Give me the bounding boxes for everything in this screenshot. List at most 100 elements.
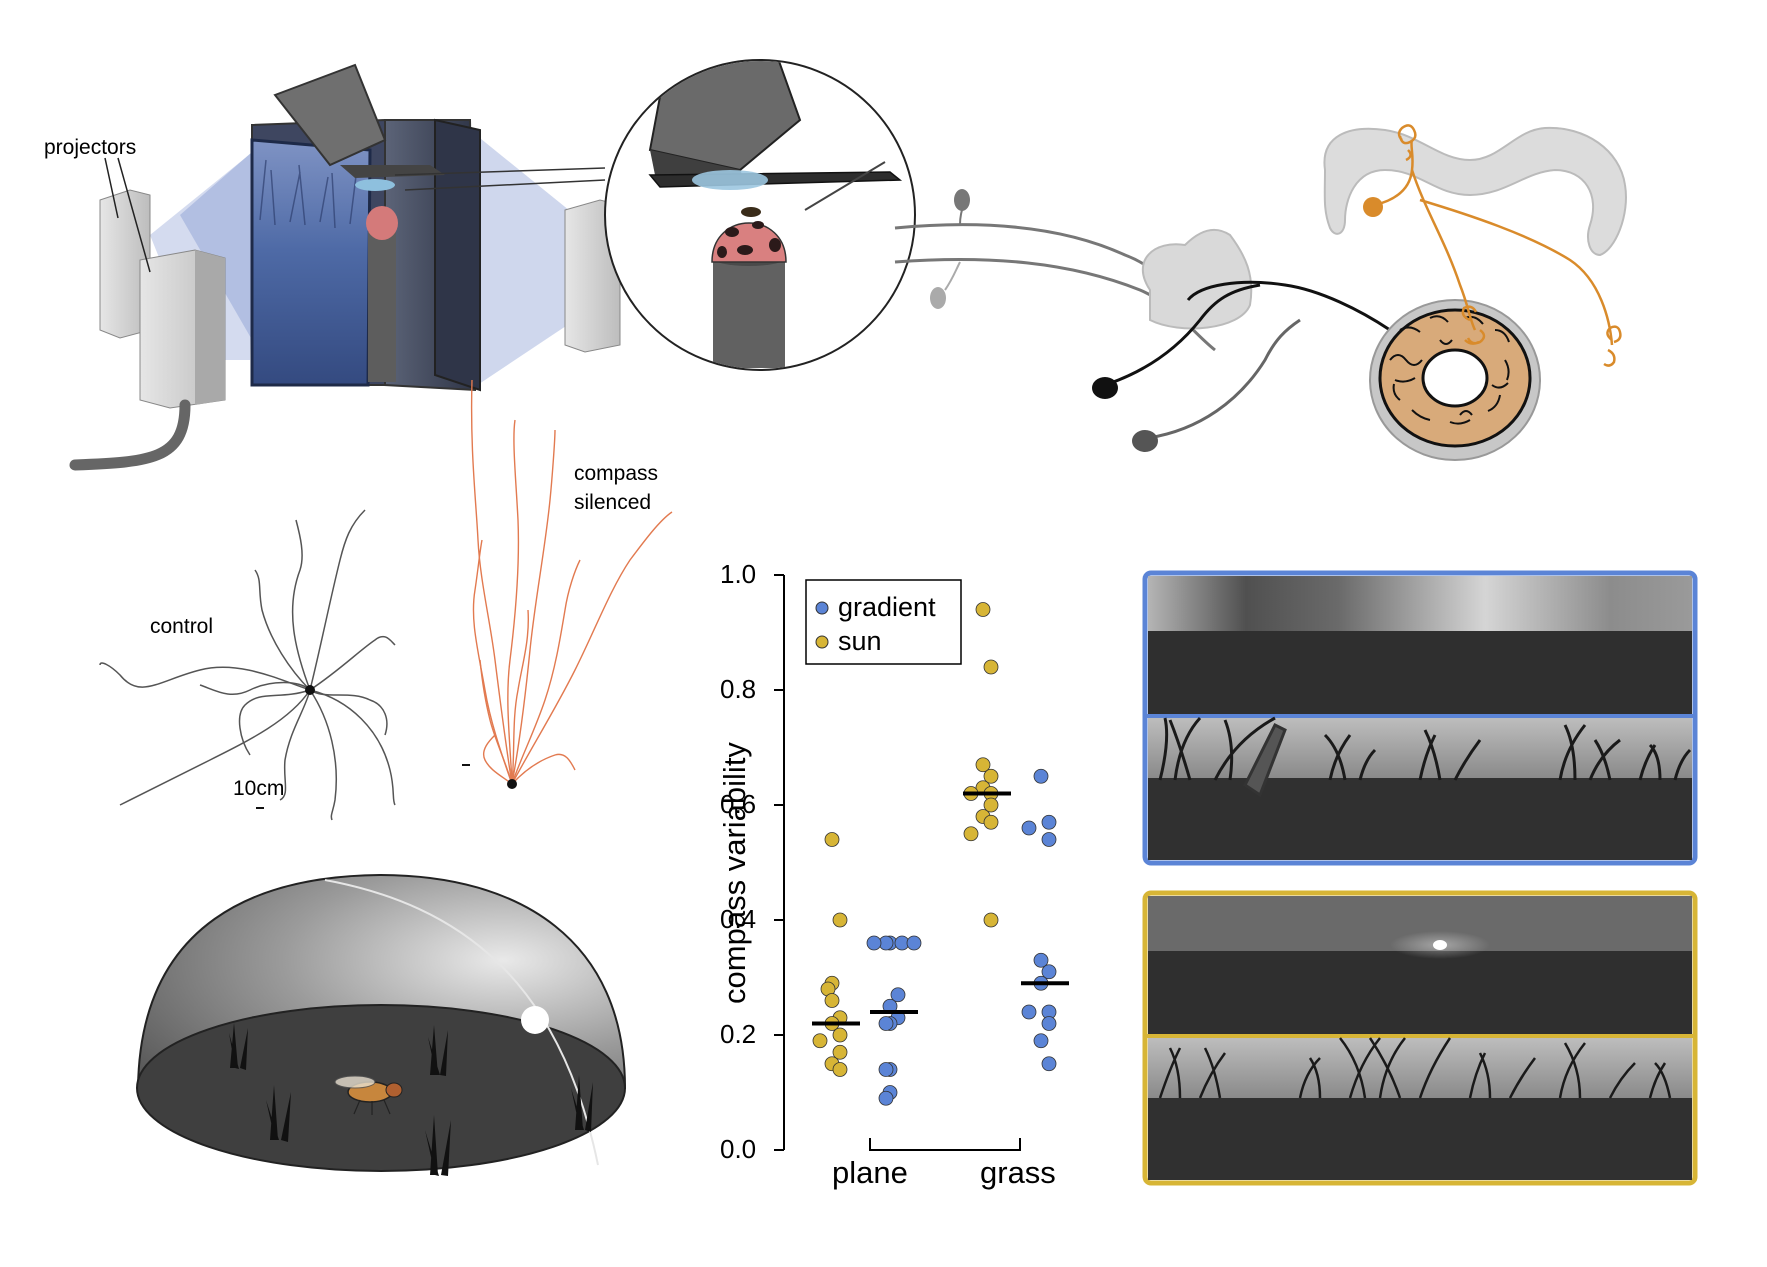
ball [366, 206, 398, 240]
legend-marker-sun [815, 635, 829, 649]
ball-pedestal [368, 232, 396, 382]
point-sun-plane-4 [824, 993, 840, 1008]
zoom-arm [804, 161, 886, 211]
right-light-cone [470, 130, 575, 390]
y-tick-label-0: 0.0 [720, 1134, 757, 1164]
point-sun-plane-7 [832, 1027, 848, 1043]
soma-grey-top [954, 189, 970, 211]
group-means [812, 791, 1069, 1026]
point-gradient-grass-0 [1033, 768, 1049, 784]
point-sun-grass-3 [983, 768, 999, 784]
grass-blades-1 [1158, 716, 1692, 798]
projectors-label: projectors [44, 136, 137, 159]
point-gradient-plane-4 [906, 935, 922, 951]
y-tick-label-5: 1.0 [720, 559, 757, 589]
zoom-line-bottom [404, 179, 606, 191]
camera-box [273, 63, 387, 167]
screen-grass-texture [259, 159, 357, 229]
y-tick-label-3: 0.6 [720, 789, 757, 819]
point-gradient-grass-9 [1041, 1016, 1057, 1031]
point-gradient-plane-5 [890, 987, 906, 1003]
legend-label-gradient: gradient [838, 592, 936, 622]
gradient-sky [1148, 576, 1692, 631]
ellipsoid-arborization [1389, 315, 1510, 425]
y-tick-label-1: 0.2 [720, 1019, 757, 1049]
point-sun-plane-0 [824, 832, 840, 847]
fan-shaped-body [1323, 126, 1627, 257]
sun-ground [1148, 951, 1692, 1034]
point-gradient-grass-11 [1041, 1056, 1057, 1072]
point-gradient-plane-3 [866, 935, 882, 951]
ellipsoid-body-hole [1421, 348, 1489, 408]
point-gradient-grass-4 [1033, 952, 1049, 968]
neurite-2 [944, 261, 961, 291]
trajectory-compass-silenced [470, 379, 673, 785]
silenced-origin-dot [507, 779, 517, 789]
point-sun-plane-1 [832, 912, 848, 928]
point-gradient-plane-13 [878, 1090, 894, 1106]
point-sun-grass-10 [963, 826, 979, 842]
point-sun-grass-1 [983, 659, 999, 675]
gradient-ground [1148, 631, 1692, 714]
data-points [812, 602, 1057, 1106]
point-sun-grass-2 [975, 757, 991, 773]
zoom-inset [394, 59, 916, 371]
arena-setup-illustration [69, 63, 621, 471]
dome-illustration [136, 873, 627, 1176]
compass-variability-chart [774, 574, 1069, 1151]
sun-panorama-panel [1142, 890, 1698, 1186]
point-sun-grass-11 [983, 912, 999, 928]
legend-label-sun: sun [838, 626, 882, 656]
point-sun-grass-9 [983, 814, 999, 830]
zoom-ball-spots [717, 221, 781, 258]
grass-sky-2 [1148, 1038, 1692, 1098]
point-gradient-grass-3 [1041, 832, 1057, 847]
point-gradient-grass-2 [1021, 820, 1037, 836]
point-sun-grass-0 [975, 602, 991, 617]
orange-neuron [1374, 124, 1622, 367]
zoom-camera-box [648, 61, 802, 172]
projector-front-side [195, 250, 225, 405]
dome-sun [521, 1006, 549, 1034]
point-gradient-grass-8 [1021, 1004, 1037, 1020]
x-category-grass: grass [980, 1155, 1056, 1190]
compass-silenced-label-line2: silenced [574, 491, 652, 514]
category-bracket [869, 1138, 1021, 1151]
grey-soma [1132, 430, 1158, 452]
y-axis-title: compass variability [717, 742, 752, 1004]
zoom-lens [692, 170, 768, 190]
grey-neuron-branch [1147, 318, 1301, 440]
x-category-plane: plane [832, 1155, 908, 1190]
point-sun-plane-9 [832, 1044, 848, 1060]
point-gradient-grass-1 [1041, 814, 1057, 830]
compass-silenced-label-line1: compass [574, 462, 659, 485]
lens-drop [355, 179, 395, 191]
zoom-line-top [394, 167, 606, 176]
legend-marker-gradient [815, 601, 829, 615]
y-tick-label-4: 0.8 [720, 674, 757, 704]
scale-bar-label: 10cm [233, 777, 285, 800]
point-gradient-plane-11 [878, 1062, 894, 1077]
black-neuron-branch [1104, 283, 1261, 387]
control-label: control [150, 615, 214, 638]
zoom-fly [741, 207, 761, 217]
control-origin-dot [305, 685, 315, 695]
black-neuron-axon [1186, 280, 1391, 332]
orange-soma [1363, 197, 1383, 217]
gradient-panorama-panel [1142, 570, 1698, 866]
grass-blades-2 [1158, 1037, 1672, 1099]
neuron-schematic [894, 124, 1627, 461]
point-sun-plane-11 [832, 1062, 848, 1077]
legend-box [805, 579, 962, 665]
y-tick-label-2: 0.4 [720, 904, 757, 934]
point-sun-plane-8 [812, 1033, 828, 1049]
point-gradient-grass-5 [1041, 964, 1057, 980]
panorama-sun [1433, 940, 1447, 950]
dome-fly [334, 1075, 403, 1115]
point-gradient-grass-10 [1033, 1033, 1049, 1049]
y-ticks [774, 574, 784, 1151]
trajectory-control [99, 509, 396, 821]
point-sun-grass-7 [983, 797, 999, 813]
